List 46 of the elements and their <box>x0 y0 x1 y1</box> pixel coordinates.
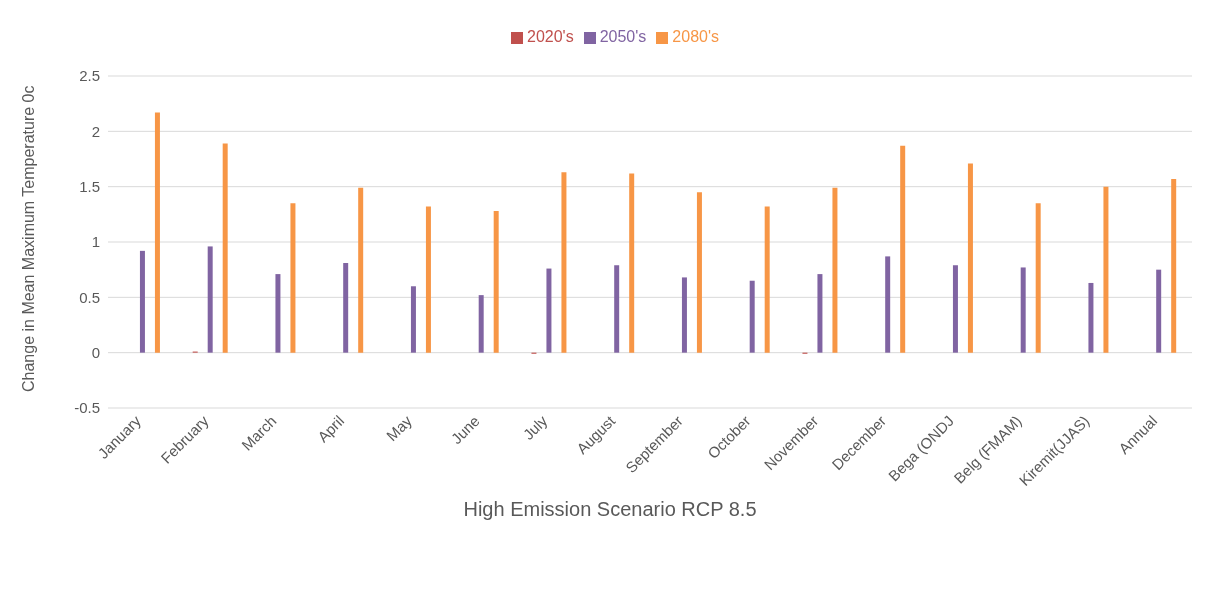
x-tick-label: July <box>519 411 551 443</box>
bar <box>343 263 349 353</box>
bar <box>493 211 499 353</box>
bar <box>358 187 364 353</box>
bar <box>696 192 702 353</box>
bar <box>749 280 755 353</box>
bar <box>410 286 416 353</box>
bar <box>154 112 160 353</box>
bar <box>900 145 906 353</box>
legend-label: 2020's <box>527 28 574 45</box>
bar <box>952 265 958 353</box>
y-tick-label: 1.5 <box>79 177 100 195</box>
y-tick-label: -0.5 <box>74 399 100 417</box>
bar <box>275 274 281 353</box>
bar <box>546 268 552 353</box>
y-tick-label: 0.5 <box>79 288 100 306</box>
bar <box>967 163 973 353</box>
bar <box>681 277 687 353</box>
bar <box>1103 186 1109 353</box>
bar <box>817 274 823 353</box>
y-tick-label: 1 <box>91 233 100 251</box>
bar <box>1156 269 1162 353</box>
bar <box>1020 267 1026 353</box>
bar <box>1088 282 1094 353</box>
bar <box>290 203 296 353</box>
y-tick-label: 2.5 <box>79 67 100 85</box>
bar <box>629 173 635 353</box>
bar <box>139 250 145 353</box>
bar <box>764 206 770 353</box>
x-axis-title: High Emission Scenario RCP 8.5 <box>462 498 758 521</box>
y-tick-label: 2 <box>91 122 100 140</box>
bar <box>1035 203 1041 353</box>
bar <box>561 172 567 353</box>
bar <box>425 206 431 353</box>
y-tick-label: 0 <box>91 343 100 361</box>
legend-label: 2050's <box>599 28 647 45</box>
bar <box>478 295 484 353</box>
bar <box>832 187 838 353</box>
bar <box>614 265 620 353</box>
bar <box>207 246 213 353</box>
legend-label: 2080's <box>672 28 719 45</box>
y-axis-title: Change in Mean Maximum Temperature 0c <box>19 85 37 392</box>
bar <box>1171 178 1177 353</box>
bar <box>885 256 891 353</box>
bar <box>222 143 228 353</box>
x-tick-label: May <box>382 411 416 445</box>
